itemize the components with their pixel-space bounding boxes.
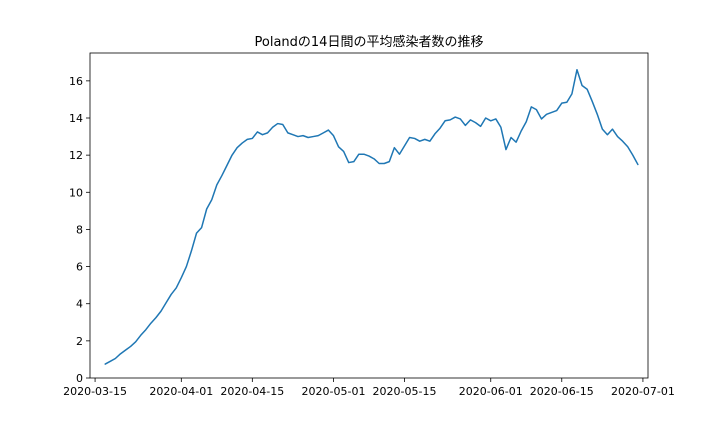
x-tick-label: 2020-06-01: [459, 385, 523, 398]
y-tick-label: 0: [76, 372, 83, 385]
y-tick-label: 4: [76, 298, 83, 311]
series-line: [104, 68, 639, 365]
x-tick-label: 2020-04-01: [149, 385, 213, 398]
y-tick-label: 6: [76, 261, 83, 274]
x-tick-label: 2020-04-15: [220, 385, 284, 398]
y-tick-label: 12: [69, 149, 83, 162]
x-tick-label: 2020-05-15: [373, 385, 437, 398]
y-tick-label: 10: [69, 186, 83, 199]
y-tick-label: 14: [69, 112, 83, 125]
y-tick-label: 2: [76, 335, 83, 348]
x-tick-label: 2020-07-01: [611, 385, 675, 398]
y-tick-label: 8: [76, 223, 83, 236]
chart-title: Polandの14日間の平均感染者数の推移: [255, 34, 484, 50]
y-tick-label: 16: [69, 75, 83, 88]
axes-frame: [89, 52, 649, 379]
x-tick-label: 2020-06-15: [530, 385, 594, 398]
x-tick-label: 2020-05-01: [302, 385, 366, 398]
x-tick-label: 2020-03-15: [63, 385, 127, 398]
plot-area: 0 2 4 6 8 10 12 14 16 2020-03-15 2020-04-01 2020-04…: [63, 52, 675, 398]
